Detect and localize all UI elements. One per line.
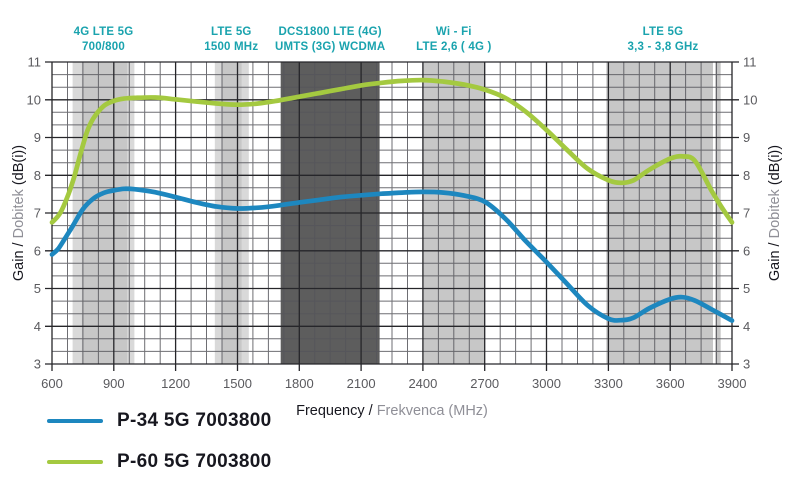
legend-item-p34: P-34 5G 7003800	[47, 410, 272, 432]
legend-label-p34: P-34 5G 7003800	[117, 410, 272, 431]
legend-label-p60: P-60 5G 7003800	[117, 451, 272, 472]
y-tick-label-left: 9	[34, 130, 41, 145]
y-axis-title-left: Gain / Dobitek (dB(i))	[11, 145, 27, 281]
y-tick-label-right: 6	[743, 243, 750, 258]
y-tick-label-right: 10	[743, 92, 757, 107]
band-label-4: LTE 5G 3,3 - 3,8 GHz	[575, 25, 751, 55]
y-tick-label-left: 8	[34, 168, 41, 183]
x-tick-label: 2100	[347, 376, 376, 391]
band-label-line1: 4G LTE 5G	[73, 26, 134, 38]
axis-ticks	[45, 61, 739, 371]
y-axis-title-gain: Gain /	[11, 238, 27, 282]
y-tick-label-left: 6	[34, 243, 41, 258]
y-tick-label-right: 7	[743, 206, 750, 221]
y-tick-label-left: 7	[34, 206, 41, 221]
x-tick-label: 2400	[408, 376, 437, 391]
legend-swatch-p60	[47, 460, 103, 464]
legend-swatch-p34	[47, 419, 103, 423]
y-axis-title-right: Gain / Dobitek (dB(i))	[767, 145, 783, 281]
band-label-line2: 3,3 - 3,8 GHz	[627, 41, 699, 53]
x-tick-label: 1200	[161, 376, 190, 391]
y-tick-label-right: 5	[743, 281, 750, 296]
y-tick-label-right: 3	[743, 357, 750, 372]
x-tick-label: 3900	[718, 376, 747, 391]
y-tick-label-right: 9	[743, 130, 750, 145]
series-line-p34	[49, 186, 735, 323]
x-tick-label: 3300	[594, 376, 623, 391]
x-tick-label: 900	[103, 376, 125, 391]
x-tick-label: 1800	[285, 376, 314, 391]
y-tick-label-left: 10	[27, 92, 41, 107]
x-tick-label: 2700	[470, 376, 499, 391]
band-label-0: 4G LTE 5G 700/800	[16, 25, 192, 55]
x-tick-label: 3000	[532, 376, 561, 391]
band-label-line1: DCS1800 LTE (4G)	[278, 26, 382, 38]
band-label-2: DCS1800 LTE (4G) UMTS (3G) WCDMA	[242, 25, 418, 55]
y-tick-label-left: 3	[34, 357, 41, 372]
y-axis-title-unit: (dB(i))	[11, 144, 27, 186]
x-tick-label: 600	[41, 376, 63, 391]
y-tick-label-left: 4	[34, 319, 41, 334]
band-label-line2: 1500 MHz	[204, 41, 259, 53]
x-tick-label: 1500	[223, 376, 252, 391]
y-tick-label-right: 8	[743, 168, 750, 183]
y-axis-title-unit: (dB(i))	[767, 144, 783, 186]
band-label-line1: Wi - Fi	[435, 26, 472, 38]
band-label-1: LTE 5G 1500 MHz	[143, 25, 319, 55]
band-label-line1: LTE 5G	[642, 26, 684, 38]
y-axis-title-gain: Gain /	[767, 238, 783, 282]
y-tick-label-right: 4	[743, 319, 750, 334]
series-line-p60	[49, 77, 735, 225]
legend-item-p60: P-60 5G 7003800	[47, 451, 272, 473]
band-label-line1: LTE 5G	[210, 26, 252, 38]
x-tick-label: 3600	[656, 376, 685, 391]
band-label-3: Wi - Fi LTE 2,6 ( 4G )	[366, 25, 542, 55]
y-axis-title-dobitek: Dobitek	[767, 185, 783, 239]
y-tick-label-right: 11	[743, 55, 757, 70]
band-label-line2: 700/800	[82, 41, 125, 53]
band-label-line2: LTE 2,6 ( 4G )	[416, 41, 492, 53]
y-tick-label-left: 11	[28, 55, 42, 70]
y-axis-title-dobitek: Dobitek	[11, 185, 27, 239]
y-tick-label-left: 5	[34, 281, 41, 296]
band-label-line2: UMTS (3G) WCDMA	[275, 41, 386, 53]
legend: P-34 5G 7003800 P-60 5G 7003800	[47, 410, 272, 473]
